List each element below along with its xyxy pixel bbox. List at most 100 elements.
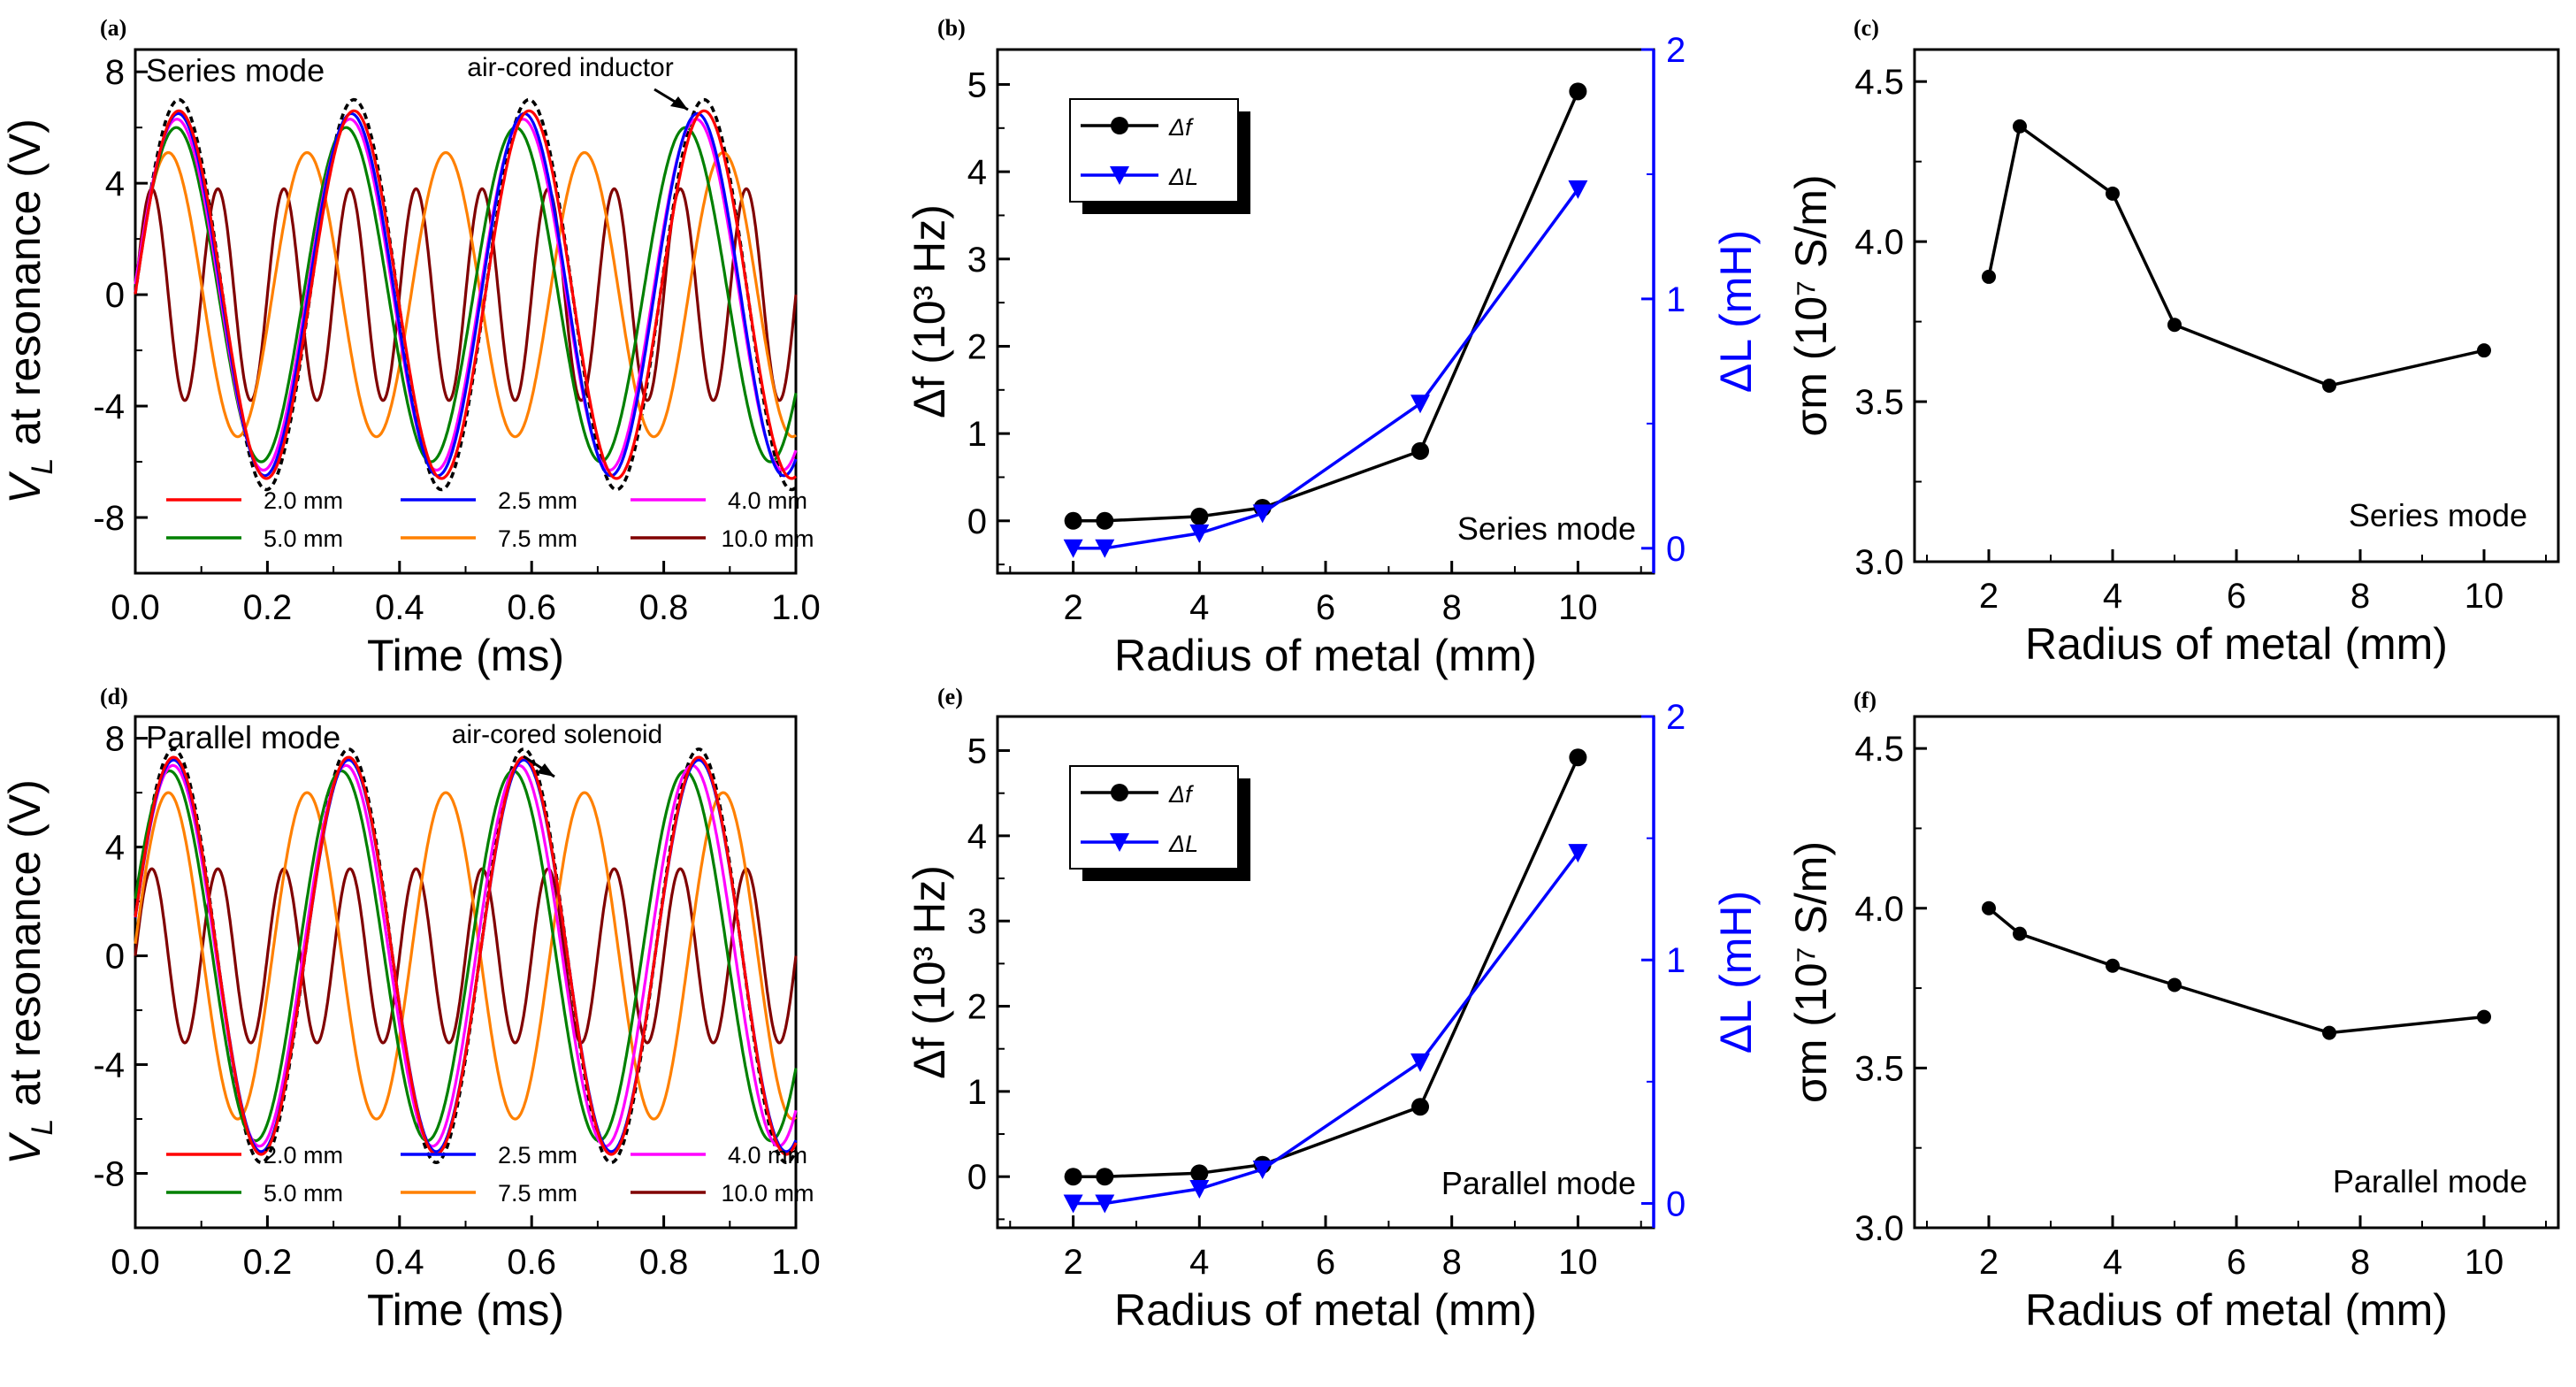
- data-point-e: [1190, 1164, 1209, 1183]
- series-line-d: [134, 791, 798, 1121]
- x-axis-label-e: Radius of metal (mm): [1114, 1285, 1537, 1335]
- y-axis-label-rest-d: at resonance (V): [0, 779, 50, 1119]
- x-tick-label-e: 2: [1063, 1243, 1082, 1282]
- legend-label-d: 2.5 mm: [498, 1142, 577, 1169]
- data-point-b: [1568, 180, 1588, 199]
- data-point-b: [1096, 511, 1114, 530]
- annotation-arrowhead-d: [537, 763, 554, 777]
- mode-label-a: Series mode: [146, 52, 325, 88]
- legend-label-d: 10.0 mm: [721, 1180, 814, 1207]
- series-line-f: [1987, 907, 2485, 1035]
- data-point-f: [2477, 1009, 2491, 1024]
- y-axis-label-main-d: V: [0, 1131, 50, 1165]
- x-tick-label-b: 4: [1189, 588, 1209, 627]
- y-tick-label-b: 1: [967, 415, 987, 454]
- right-tick-label-e: 2: [1666, 698, 1685, 737]
- data-point-e: [1568, 844, 1588, 863]
- mode-label-b: Series mode: [1457, 510, 1636, 547]
- y-tick-label-e: 5: [967, 732, 987, 771]
- y-tick-label-c: 3.0: [1854, 543, 1904, 582]
- legend-marker-e: [1111, 784, 1128, 801]
- y-tick-label-e: 0: [967, 1158, 987, 1197]
- legend-label-a: 4.0 mm: [728, 487, 807, 514]
- data-point-f: [2013, 926, 2027, 941]
- series-line-b: [1073, 188, 1579, 550]
- data-point-e: [1411, 1098, 1430, 1116]
- data-point-c: [2322, 378, 2336, 393]
- panel-letter-d: (d): [100, 684, 128, 709]
- x-tick-label-c: 4: [2103, 577, 2122, 616]
- x-axis-label-b: Radius of metal (mm): [1114, 631, 1537, 680]
- y-tick-label-a: 4: [105, 165, 125, 203]
- right-tick-label-b: 0: [1666, 530, 1685, 569]
- x-tick-label-b: 6: [1316, 588, 1335, 627]
- y-axis-label-right-e: ΔL (mH): [1711, 891, 1761, 1054]
- x-axis-label-f: Radius of metal (mm): [2025, 1285, 2448, 1335]
- data-point-b: [1252, 504, 1273, 524]
- legend-label-d: 2.0 mm: [264, 1142, 343, 1169]
- panel-letter-c: (c): [1854, 15, 1879, 41]
- plot-frame-c: [1913, 48, 2560, 563]
- x-tick-label-a: 1.0: [771, 588, 821, 627]
- y-axis-label-f: σm (10⁷ S/m): [1786, 841, 1836, 1103]
- y-tick-label-d: 0: [105, 938, 125, 977]
- annotation-d: air-cored solenoid: [452, 720, 662, 749]
- data-point-b: [1064, 511, 1082, 530]
- data-point-e: [1096, 1168, 1114, 1186]
- y-tick-label-b: 0: [967, 502, 987, 541]
- legend-box-e: [1069, 765, 1239, 870]
- y-axis-label-left-b: Δf (10³ Hz): [905, 204, 954, 418]
- data-point-c: [2167, 318, 2182, 333]
- y-axis-label-c: σm (10⁷ S/m): [1786, 174, 1836, 436]
- y-tick-label-d: -4: [93, 1046, 125, 1085]
- y-tick-label-c: 4.5: [1854, 63, 1904, 102]
- series-line-e: [1073, 852, 1579, 1206]
- y-tick-label-b: 2: [967, 327, 987, 366]
- legend-marker-e: [1110, 833, 1129, 852]
- data-point-b: [1095, 539, 1115, 558]
- y-tick-label-a: -8: [93, 499, 125, 538]
- x-tick-label-c: 6: [2227, 577, 2246, 616]
- x-tick-label-b: 10: [1558, 588, 1598, 627]
- x-tick-label-d: 0.2: [243, 1243, 293, 1282]
- y-tick-label-c: 3.5: [1854, 383, 1904, 422]
- y-axis-label-left-e: Δf (10³ Hz): [905, 865, 954, 1079]
- data-point-b: [1569, 82, 1587, 101]
- annotation-a: air-cored inductor: [467, 53, 673, 82]
- x-tick-label-f: 8: [2351, 1243, 2370, 1282]
- x-tick-label-d: 1.0: [771, 1243, 821, 1282]
- x-tick-label-f: 2: [1979, 1243, 1999, 1282]
- data-point-e: [1410, 1053, 1431, 1072]
- x-tick-label-e: 6: [1316, 1243, 1335, 1282]
- right-tick-label-e: 0: [1666, 1184, 1685, 1223]
- data-point-c: [1982, 269, 1996, 284]
- y-axis-label-main-a: V: [0, 471, 50, 504]
- x-tick-label-d: 0.6: [507, 1243, 556, 1282]
- legend-label-d: 5.0 mm: [264, 1180, 343, 1207]
- y-tick-label-b: 4: [967, 153, 987, 192]
- data-point-b: [1189, 524, 1210, 543]
- data-point-b: [1063, 539, 1083, 558]
- legend-label-b: ΔL: [1168, 164, 1198, 190]
- plot-frame-d: [134, 715, 798, 1230]
- plot-frame-a: [134, 48, 798, 575]
- panel-letter-a: (a): [100, 15, 126, 41]
- data-point-f: [2167, 977, 2182, 992]
- data-point-e: [1064, 1168, 1082, 1186]
- y-tick-label-b: 3: [967, 241, 987, 280]
- x-tick-label-e: 4: [1189, 1243, 1209, 1282]
- legend-label-d: 4.0 mm: [728, 1142, 807, 1169]
- panel-letter-b: (b): [937, 15, 966, 41]
- legend-label-a: 2.5 mm: [498, 487, 577, 514]
- data-point-e: [1252, 1160, 1273, 1179]
- series-line-c: [1987, 123, 2485, 387]
- plot-frame-f: [1913, 715, 2560, 1230]
- data-point-e: [1063, 1194, 1083, 1214]
- y-axis-label-d: VL at resonance (V): [0, 779, 59, 1165]
- x-tick-label-f: 4: [2103, 1243, 2122, 1282]
- y-axis-label-right-b: ΔL (mH): [1711, 230, 1761, 393]
- x-tick-label-d: 0.0: [111, 1243, 160, 1282]
- legend-label-e: Δf: [1168, 781, 1194, 808]
- right-tick-label-e: 1: [1666, 941, 1685, 980]
